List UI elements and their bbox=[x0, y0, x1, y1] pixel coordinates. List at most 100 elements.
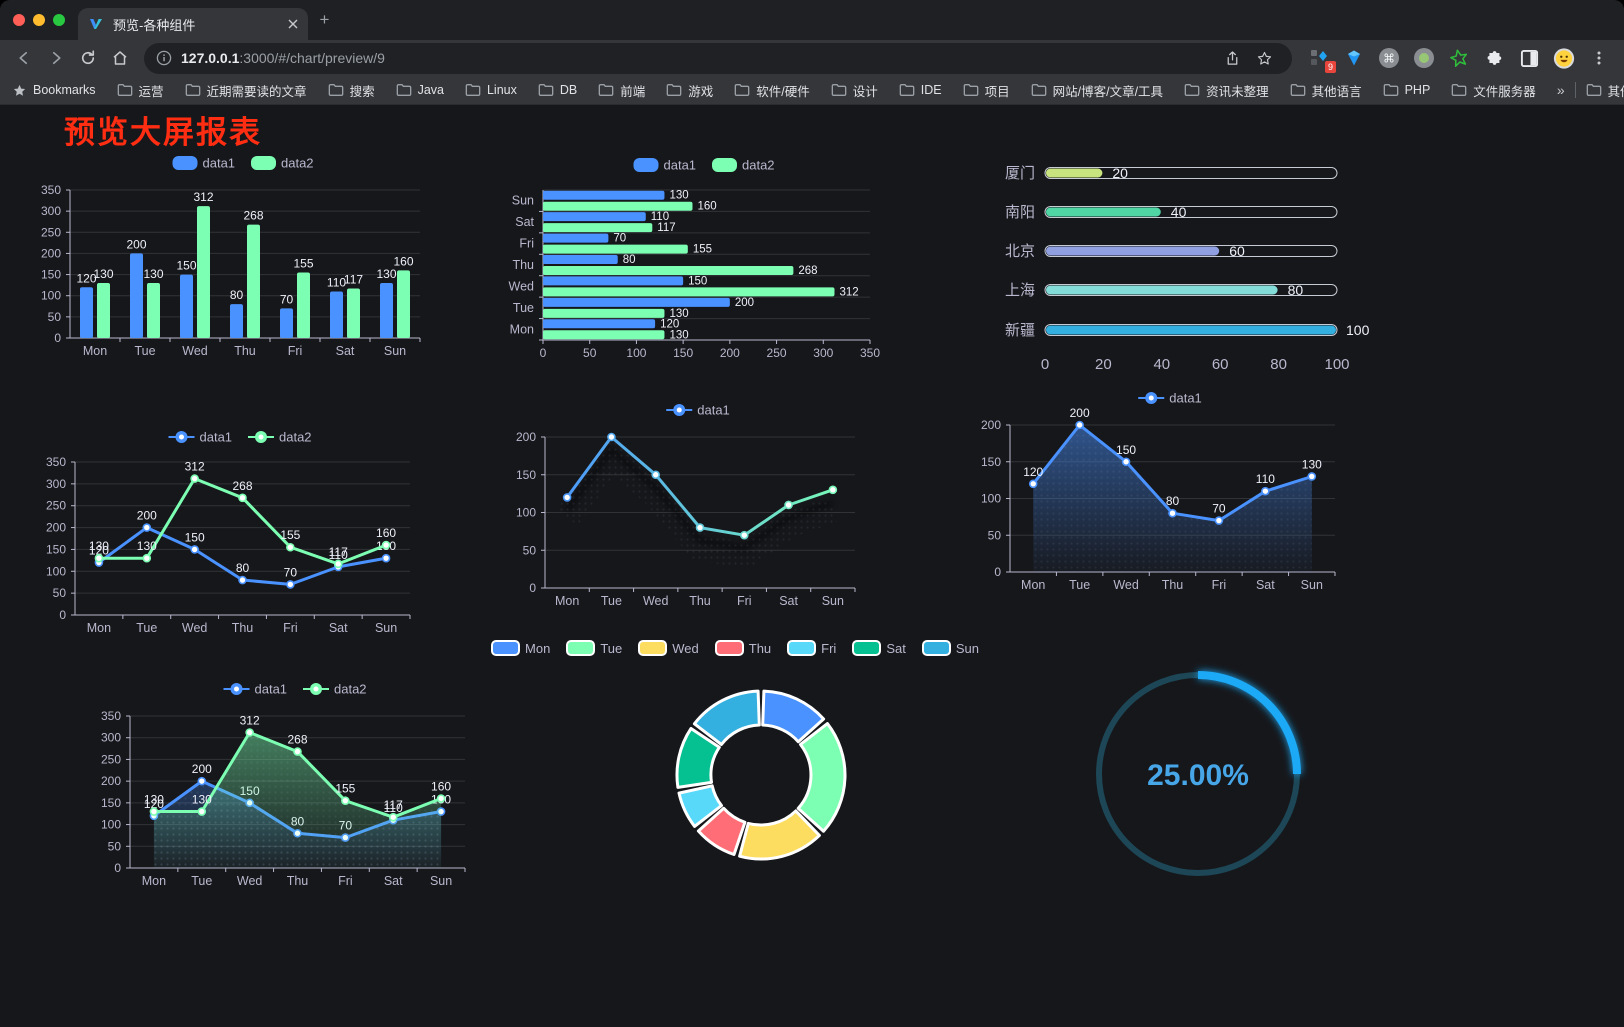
chart-legend[interactable]: data1 bbox=[1138, 391, 1202, 406]
pie-legend-item[interactable]: Thu bbox=[714, 640, 772, 656]
extensions-puzzle-icon[interactable] bbox=[1483, 47, 1505, 69]
bookmark-folder-item[interactable]: PHP bbox=[1383, 83, 1430, 97]
bookmark-folder-item[interactable]: 资讯未整理 bbox=[1184, 81, 1269, 100]
bookmark-folder-item[interactable]: 前端 bbox=[598, 81, 645, 100]
bookmark-label: DB bbox=[559, 83, 578, 97]
tab-close-icon[interactable] bbox=[288, 19, 298, 29]
svg-text:120: 120 bbox=[89, 544, 109, 558]
bookmark-folder-item[interactable]: 搜索 bbox=[328, 81, 375, 100]
bookmark-folder-item[interactable]: DB bbox=[538, 83, 577, 97]
reload-button[interactable] bbox=[75, 45, 101, 71]
browser-toolbar: 127.0.0.1:3000/#/chart/preview/9 9 ⌘ bbox=[0, 40, 1624, 76]
home-button[interactable] bbox=[107, 45, 133, 71]
svg-text:100: 100 bbox=[46, 564, 66, 578]
pie-legend[interactable]: Mon Tue Wed Thu Fri Sat Sun bbox=[491, 637, 979, 659]
bookmarks-overflow-chevron[interactable]: » bbox=[1556, 82, 1565, 98]
command-extension-icon[interactable]: ⌘ bbox=[1378, 47, 1400, 69]
pie-legend-item[interactable]: Sun bbox=[921, 640, 979, 656]
line-series[interactable]: 120 200 150 80 70 110 130 bbox=[1023, 406, 1322, 572]
svg-text:120: 120 bbox=[1023, 465, 1043, 479]
bookmark-label: 其他语言 bbox=[1311, 84, 1362, 99]
line-series[interactable] bbox=[556, 432, 838, 569]
maximize-window-button[interactable] bbox=[53, 14, 65, 26]
bookmark-folder-item[interactable]: Java bbox=[396, 83, 444, 97]
site-info-icon[interactable] bbox=[156, 50, 172, 66]
pie-legend-item[interactable]: Fri bbox=[787, 640, 836, 656]
back-button[interactable] bbox=[11, 45, 37, 71]
chart-progress-bars[interactable]: 厦门 20 南阳 40 北京 60 上海 80 新疆 100 0 20 40 60 80 100 bbox=[980, 150, 1400, 380]
bookmark-folder-item[interactable]: 软件/硬件 bbox=[734, 81, 810, 100]
chart-line-basic[interactable]: 0 50 100 150 200 250 300 350 Mon Tue Wed Thu Fri Sat S… bbox=[40, 425, 470, 640]
gem-extension-icon[interactable] bbox=[1343, 47, 1365, 69]
chart-horizontal-bar[interactable]: 0 50 100 150 200 250 300 350 Mon Tue Wed Thu Fri Sat S… bbox=[500, 150, 920, 365]
bookmark-folder-item[interactable]: 近期需要读的文章 bbox=[185, 81, 307, 100]
chart-line-gradient[interactable]: 0 50 100 150 200 Mon Tue Wed Thu Fri Sat Sun data1 bbox=[500, 398, 920, 610]
bookmark-folder-item[interactable]: 其他语言 bbox=[1290, 81, 1362, 100]
svg-text:130: 130 bbox=[376, 267, 396, 281]
chart-line-area-double[interactable]: 0 50 100 150 200 250 300 350 Mon Tue Wed Thu Fri Sat S… bbox=[100, 677, 520, 890]
svg-text:新疆: 新疆 bbox=[1005, 322, 1035, 339]
svg-text:130: 130 bbox=[669, 190, 688, 202]
bookmark-folder-item[interactable]: 运营 bbox=[117, 81, 164, 100]
svg-text:Sat: Sat bbox=[779, 594, 798, 608]
pie-legend-item[interactable]: Sat bbox=[852, 640, 906, 656]
svg-text:312: 312 bbox=[240, 714, 260, 728]
chart-donut[interactable]: Mon Tue Wed Thu Fri Sat Sun bbox=[491, 637, 979, 863]
legend-swatch bbox=[787, 640, 817, 656]
legend-label: Thu bbox=[748, 640, 772, 656]
other-bookmarks-folder[interactable]: 其他书签 bbox=[1586, 81, 1624, 100]
bookmarks-divider bbox=[1574, 82, 1576, 98]
pie-slices[interactable] bbox=[675, 689, 847, 861]
bookmarks-manager-item[interactable]: Bookmarks bbox=[12, 83, 96, 98]
pie-legend-item[interactable]: Tue bbox=[566, 640, 622, 656]
pie-legend-item[interactable]: Wed bbox=[638, 640, 699, 656]
bookmark-folder-item[interactable]: 设计 bbox=[831, 81, 878, 100]
chart-legend[interactable]: data1 data2 bbox=[168, 430, 312, 445]
progress-rows[interactable]: 厦门 20 南阳 40 北京 60 上海 80 新疆 100 bbox=[1005, 165, 1370, 339]
dark-mode-extension-icon[interactable] bbox=[1518, 47, 1540, 69]
bar-series[interactable]: 120 200 150 80 70 110 130 130 130 312 268 155 117 160 bbox=[76, 190, 414, 338]
chart-line-area[interactable]: 0 50 100 150 200 Mon Tue Wed Thu Fri Sat Sun 120 200 1… bbox=[980, 386, 1400, 598]
address-bar[interactable]: 127.0.0.1:3000/#/chart/preview/9 bbox=[144, 42, 1292, 74]
chart-gauge[interactable]: 25.00% bbox=[1078, 649, 1318, 899]
bookmark-folder-item[interactable]: 网站/博客/文章/工具 bbox=[1031, 81, 1163, 100]
gauge: 25.00% bbox=[1096, 671, 1301, 876]
chart-legend[interactable]: data1 data2 bbox=[172, 156, 314, 171]
svg-text:40: 40 bbox=[1171, 204, 1187, 220]
bookmark-folder-item[interactable]: IDE bbox=[899, 83, 942, 97]
new-tab-button[interactable]: + bbox=[319, 10, 330, 29]
chart-legend[interactable]: data1 bbox=[666, 403, 730, 418]
svg-text:Sat: Sat bbox=[329, 621, 348, 635]
close-window-button[interactable] bbox=[13, 14, 25, 26]
axes: 0 50 100 150 200 250 300 350 Mon Tue Wed Thu Fri Sat S… bbox=[41, 183, 421, 358]
forward-button[interactable] bbox=[43, 45, 69, 71]
minimize-window-button[interactable] bbox=[33, 14, 45, 26]
evernote-star-extension-icon[interactable] bbox=[1448, 47, 1470, 69]
pie-legend-item[interactable]: Mon bbox=[491, 640, 550, 656]
menu-dots-icon[interactable] bbox=[1588, 47, 1610, 69]
bookmark-folder-item[interactable]: 文件服务器 bbox=[1451, 81, 1536, 100]
recorder-extension-icon[interactable] bbox=[1413, 47, 1435, 69]
chart-legend[interactable]: data1 data2 bbox=[633, 158, 775, 173]
legend-swatch bbox=[566, 640, 596, 656]
svg-text:Wed: Wed bbox=[182, 344, 208, 358]
profile-avatar[interactable] bbox=[1553, 47, 1575, 69]
svg-text:312: 312 bbox=[193, 190, 213, 204]
svg-text:200: 200 bbox=[101, 774, 121, 788]
chart-grouped-bar[interactable]: 0 50 100 150 200 250 300 350 Mon Tue Wed Thu Fri Sat S… bbox=[40, 150, 460, 365]
url-text[interactable]: 127.0.0.1:3000/#/chart/preview/9 bbox=[181, 50, 1216, 66]
share-button[interactable] bbox=[1219, 45, 1245, 71]
tampermonkey-extension-icon[interactable]: 9 bbox=[1308, 47, 1336, 73]
bookmark-folder-item[interactable]: 项目 bbox=[963, 81, 1010, 100]
svg-text:110: 110 bbox=[329, 548, 348, 562]
bookmark-star-button[interactable] bbox=[1251, 45, 1277, 71]
bookmark-folder-item[interactable]: 游戏 bbox=[666, 81, 713, 100]
svg-text:0: 0 bbox=[529, 581, 536, 595]
bookmark-folder-item[interactable]: Linux bbox=[465, 83, 517, 97]
browser-tab[interactable]: 预览-各种组件 bbox=[78, 8, 308, 40]
chart-legend[interactable]: data1 data2 bbox=[223, 682, 367, 697]
